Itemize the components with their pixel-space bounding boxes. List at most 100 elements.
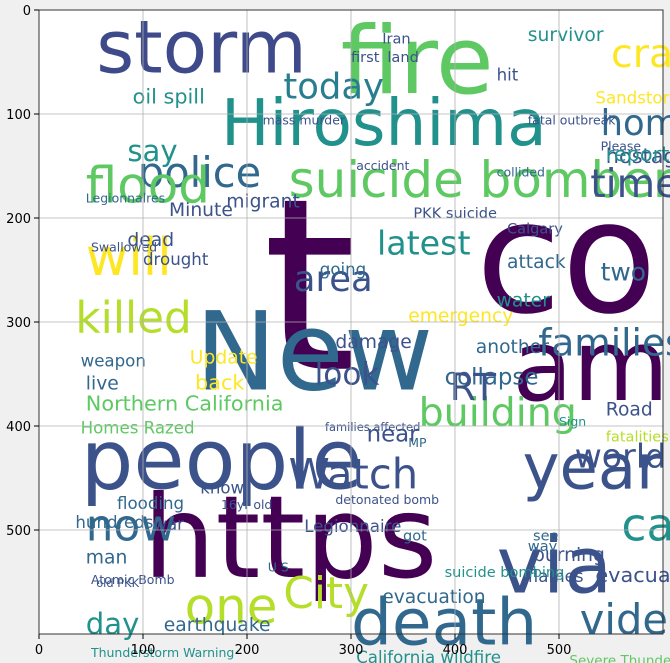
x-tick-label: 100 (131, 643, 156, 658)
word-45: migrant (226, 192, 300, 213)
word-36: earthquake (164, 615, 271, 636)
word-24: world (575, 437, 667, 476)
word-86: got (403, 527, 427, 544)
word-53: survivor (528, 25, 604, 46)
word-38: flames (528, 567, 584, 586)
word-49: two (601, 257, 646, 286)
word-75: suicide bombing (445, 564, 565, 581)
word-37: burning (533, 545, 605, 566)
word-42: flooding (117, 494, 184, 513)
word-51: hostage (606, 144, 670, 168)
word-23: will (86, 228, 172, 288)
word-66: day (86, 607, 140, 641)
x-tick-label: 400 (443, 643, 468, 658)
word-67: war (153, 515, 184, 534)
word-87: see (533, 527, 559, 544)
x-tick-label: 300 (339, 643, 364, 658)
word-93: U S (268, 560, 289, 575)
word-41: Legionnaire (304, 517, 401, 536)
word-81: fatal outbreak (528, 112, 616, 127)
word-3: New (195, 289, 433, 416)
word-8: Hiroshima (221, 86, 547, 161)
word-94: MP (408, 435, 427, 450)
word-19: time (590, 161, 670, 207)
x-tick-label: 0 (35, 643, 43, 658)
word-73: Calgary (507, 221, 563, 238)
word-90: first (351, 49, 380, 66)
word-21: families (538, 320, 670, 364)
word-40: evacuation (382, 587, 485, 608)
word-13: year (523, 430, 663, 503)
x-tick-label: 500 (547, 643, 572, 658)
word-14: Watch (289, 449, 419, 498)
word-79: detonated bomb (335, 492, 439, 507)
word-26: video (580, 595, 670, 644)
word-57: say (127, 134, 177, 168)
word-84: Legionnaires (86, 190, 165, 205)
word-91: Iran (382, 30, 410, 47)
word-65: man (86, 547, 128, 568)
word-85: Thunderstorm Warning (90, 645, 234, 660)
word-34: collapse (445, 364, 539, 390)
word-82: accident (356, 158, 409, 173)
word-92: hit (497, 66, 519, 85)
word-30: latest (377, 223, 471, 262)
word-10: death (351, 585, 537, 660)
y-tick-label: 100 (6, 108, 31, 123)
word-9: via (497, 521, 613, 611)
word-50: water (497, 290, 551, 311)
word-4: amp (512, 309, 670, 424)
word-52: report (606, 142, 670, 166)
y-tick-label: 400 (6, 420, 31, 435)
word-28: look (315, 356, 380, 392)
word-12: police (138, 148, 261, 197)
word-83: collided (497, 164, 545, 179)
word-70: Road (606, 400, 653, 421)
word-16: now (86, 500, 176, 551)
word-100: old PKK (96, 576, 139, 590)
word-20: today (283, 66, 384, 107)
word-63: back (195, 371, 244, 395)
word-61: live (86, 374, 119, 395)
word-35: California wildfire (356, 648, 501, 663)
word-27: City (283, 568, 369, 619)
word-46: Minute (169, 200, 233, 221)
word-64: know (200, 479, 244, 498)
word-15: one (185, 578, 278, 636)
word-69: RT (450, 365, 496, 409)
word-60: weapon (81, 352, 146, 371)
word-72: fatalities (606, 429, 669, 446)
word-7: people (81, 411, 363, 508)
word-32: Northern California (86, 391, 284, 415)
word-5: fire (341, 7, 494, 116)
word-31: area (294, 259, 373, 300)
word-77: Atomic Bomb (91, 572, 175, 587)
word-62: Update (190, 348, 258, 369)
word-44: damage (335, 332, 411, 353)
word-29: building (419, 390, 577, 436)
word-58: drought (143, 250, 209, 269)
x-tick-label: 200 (235, 643, 260, 658)
word-89: land (387, 49, 418, 66)
word-54: Sandstorm (595, 89, 670, 108)
word-98: Swallowed (91, 239, 157, 254)
y-axis: 0 100 200 300 400 500 (6, 4, 39, 539)
y-tick-label: 300 (6, 316, 31, 331)
word-1: co (476, 167, 657, 349)
word-74: going (320, 260, 366, 279)
word-88: way (528, 538, 558, 555)
word-78: families affected (325, 420, 420, 434)
word-33: Homes Razed (81, 418, 195, 437)
word-39: evacuate (595, 563, 670, 587)
word-0: t (263, 148, 357, 426)
word-101: Sign (559, 414, 586, 429)
word-11: suicide bomber (289, 151, 670, 209)
word-2: https (143, 471, 437, 604)
word-59: dead (127, 230, 174, 251)
word-18: home (601, 103, 670, 144)
word-55: oil spill (133, 85, 205, 109)
word-56: flood (86, 156, 210, 214)
word-95: another (476, 337, 549, 358)
word-6: storm (96, 5, 307, 90)
